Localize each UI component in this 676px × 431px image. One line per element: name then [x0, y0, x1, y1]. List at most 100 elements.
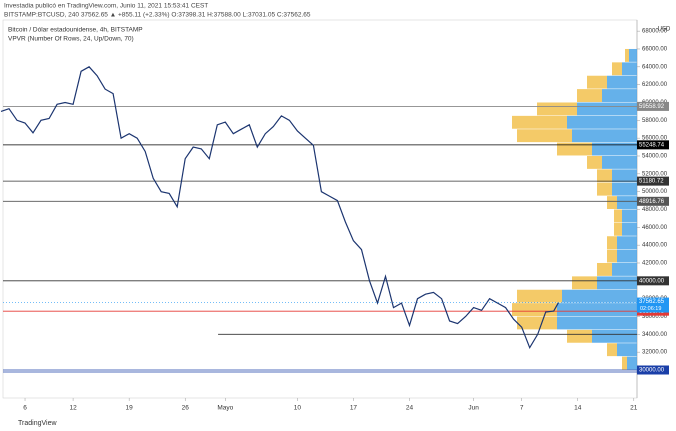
level-label-box	[637, 365, 669, 375]
x-tick-label: 21	[630, 405, 638, 412]
x-tick-label: 24	[406, 405, 414, 412]
level-label: 51180.72	[639, 179, 664, 185]
currency: USD	[658, 27, 671, 33]
vpvr-up	[572, 129, 637, 143]
y-tick-label: 48000.00	[642, 207, 668, 213]
y-tick-label: 68000.00	[642, 29, 668, 35]
vpvr-down	[512, 303, 557, 316]
y-tick-label: 50000.00	[642, 189, 668, 195]
vpvr-up	[557, 316, 637, 330]
vpvr-down	[607, 196, 617, 209]
vpvr-up	[602, 89, 637, 102]
vpvr-up	[612, 169, 637, 183]
level-label: 30000.00	[639, 368, 665, 374]
level-label: 40000.00	[639, 278, 665, 284]
vpvr-up	[617, 196, 637, 209]
vpvr-down	[607, 236, 617, 250]
vpvr-down	[607, 249, 617, 263]
vpvr-down	[517, 289, 562, 303]
x-tick-label: 7	[520, 405, 524, 412]
countdown: 02:06:19	[640, 306, 661, 312]
level-label-box	[637, 276, 669, 286]
vpvr-down	[567, 329, 592, 343]
vpvr-up	[567, 115, 637, 129]
published: Investadia publicó en TradingView.com, J…	[4, 3, 208, 10]
x-tick-label: 12	[69, 405, 77, 412]
last-price-box	[637, 297, 669, 313]
footer: TradingView	[18, 420, 57, 427]
y-tick-label: 62000.00	[642, 82, 668, 88]
vpvr-down	[597, 182, 612, 196]
x-tick-label: Mayo	[217, 405, 233, 412]
level-label-box	[637, 176, 669, 186]
x-tick-label: Jun	[468, 405, 479, 412]
vpvr-down	[597, 169, 612, 183]
y-tick-label: 46000.00	[642, 225, 668, 231]
vpvr-down	[587, 155, 602, 169]
level-label: 55248.74	[639, 142, 665, 148]
y-tick-label: 36000.00	[642, 314, 668, 320]
x-tick-label: 17	[350, 405, 358, 412]
vpvr-up	[592, 329, 637, 343]
x-tick-label: 14	[574, 405, 582, 412]
vpvr-down	[607, 343, 617, 357]
vpvr-down	[625, 48, 629, 62]
y-tick-label: 44000.00	[642, 243, 668, 249]
vpvr-down	[597, 262, 612, 276]
price-line	[0, 66, 560, 350]
y-tick-label: 56000.00	[642, 136, 668, 142]
level-label-box	[637, 101, 669, 111]
vpvr-up	[629, 48, 637, 62]
vpvr-up	[627, 356, 637, 370]
vpvr-down	[557, 142, 592, 156]
vpvr-down	[577, 89, 602, 102]
indicator: VPVR (Number Of Rows, 24, Up/Down, 70)	[8, 36, 134, 43]
vpvr-up	[617, 249, 637, 263]
vpvr-down	[614, 209, 622, 223]
y-tick-label: 52000.00	[642, 171, 668, 177]
vpvr-up	[602, 155, 637, 169]
vpvr-down	[517, 316, 557, 330]
vpvr-up	[612, 262, 637, 276]
x-tick-label: 26	[182, 405, 190, 412]
x-tick-label: 10	[294, 405, 302, 412]
symbol: Bitcoin / Dólar estadounidense, 4h, BITS…	[8, 27, 143, 34]
y-tick-label: 42000.00	[642, 261, 668, 267]
vpvr-up	[622, 209, 637, 223]
vpvr-up	[622, 222, 637, 236]
vpvr-up	[617, 236, 637, 250]
vpvr-up	[607, 75, 637, 89]
vpvr-up	[612, 182, 637, 196]
vpvr-up	[557, 303, 637, 316]
plot-area	[2, 19, 638, 399]
level-label: 48916.76	[639, 199, 665, 205]
vpvr-down	[512, 115, 567, 129]
last-price-label: 37562.65	[639, 299, 665, 305]
y-tick-label: 32000.00	[642, 350, 668, 356]
vpvr-up	[562, 289, 637, 303]
vpvr-down	[622, 356, 627, 370]
vpvr-up	[592, 142, 637, 156]
level-label-box	[637, 196, 669, 206]
vpvr-up	[577, 102, 637, 116]
y-tick-label: 58000.00	[642, 118, 668, 124]
vpvr-down	[612, 62, 622, 76]
y-tick-label: 34000.00	[642, 332, 668, 338]
level-label-box	[637, 140, 669, 150]
y-tick-label: 54000.00	[642, 154, 668, 160]
vpvr-down	[614, 222, 622, 236]
quote: BITSTAMP:BTCUSD, 240 37562.65 ▲ +855.11 …	[4, 12, 311, 19]
y-tick-label: 66000.00	[642, 47, 668, 53]
x-tick-label: 19	[126, 405, 134, 412]
vpvr-up	[617, 343, 637, 357]
vpvr-down	[537, 102, 577, 116]
vpvr-down	[517, 129, 572, 143]
vpvr-up	[622, 62, 637, 76]
level-label: 59558.92	[639, 104, 665, 110]
vpvr-up	[597, 276, 637, 290]
x-tick-label: 6	[23, 405, 27, 412]
vpvr-down	[587, 75, 607, 89]
y-tick-label: 64000.00	[642, 64, 668, 70]
vpvr-down	[572, 276, 597, 290]
